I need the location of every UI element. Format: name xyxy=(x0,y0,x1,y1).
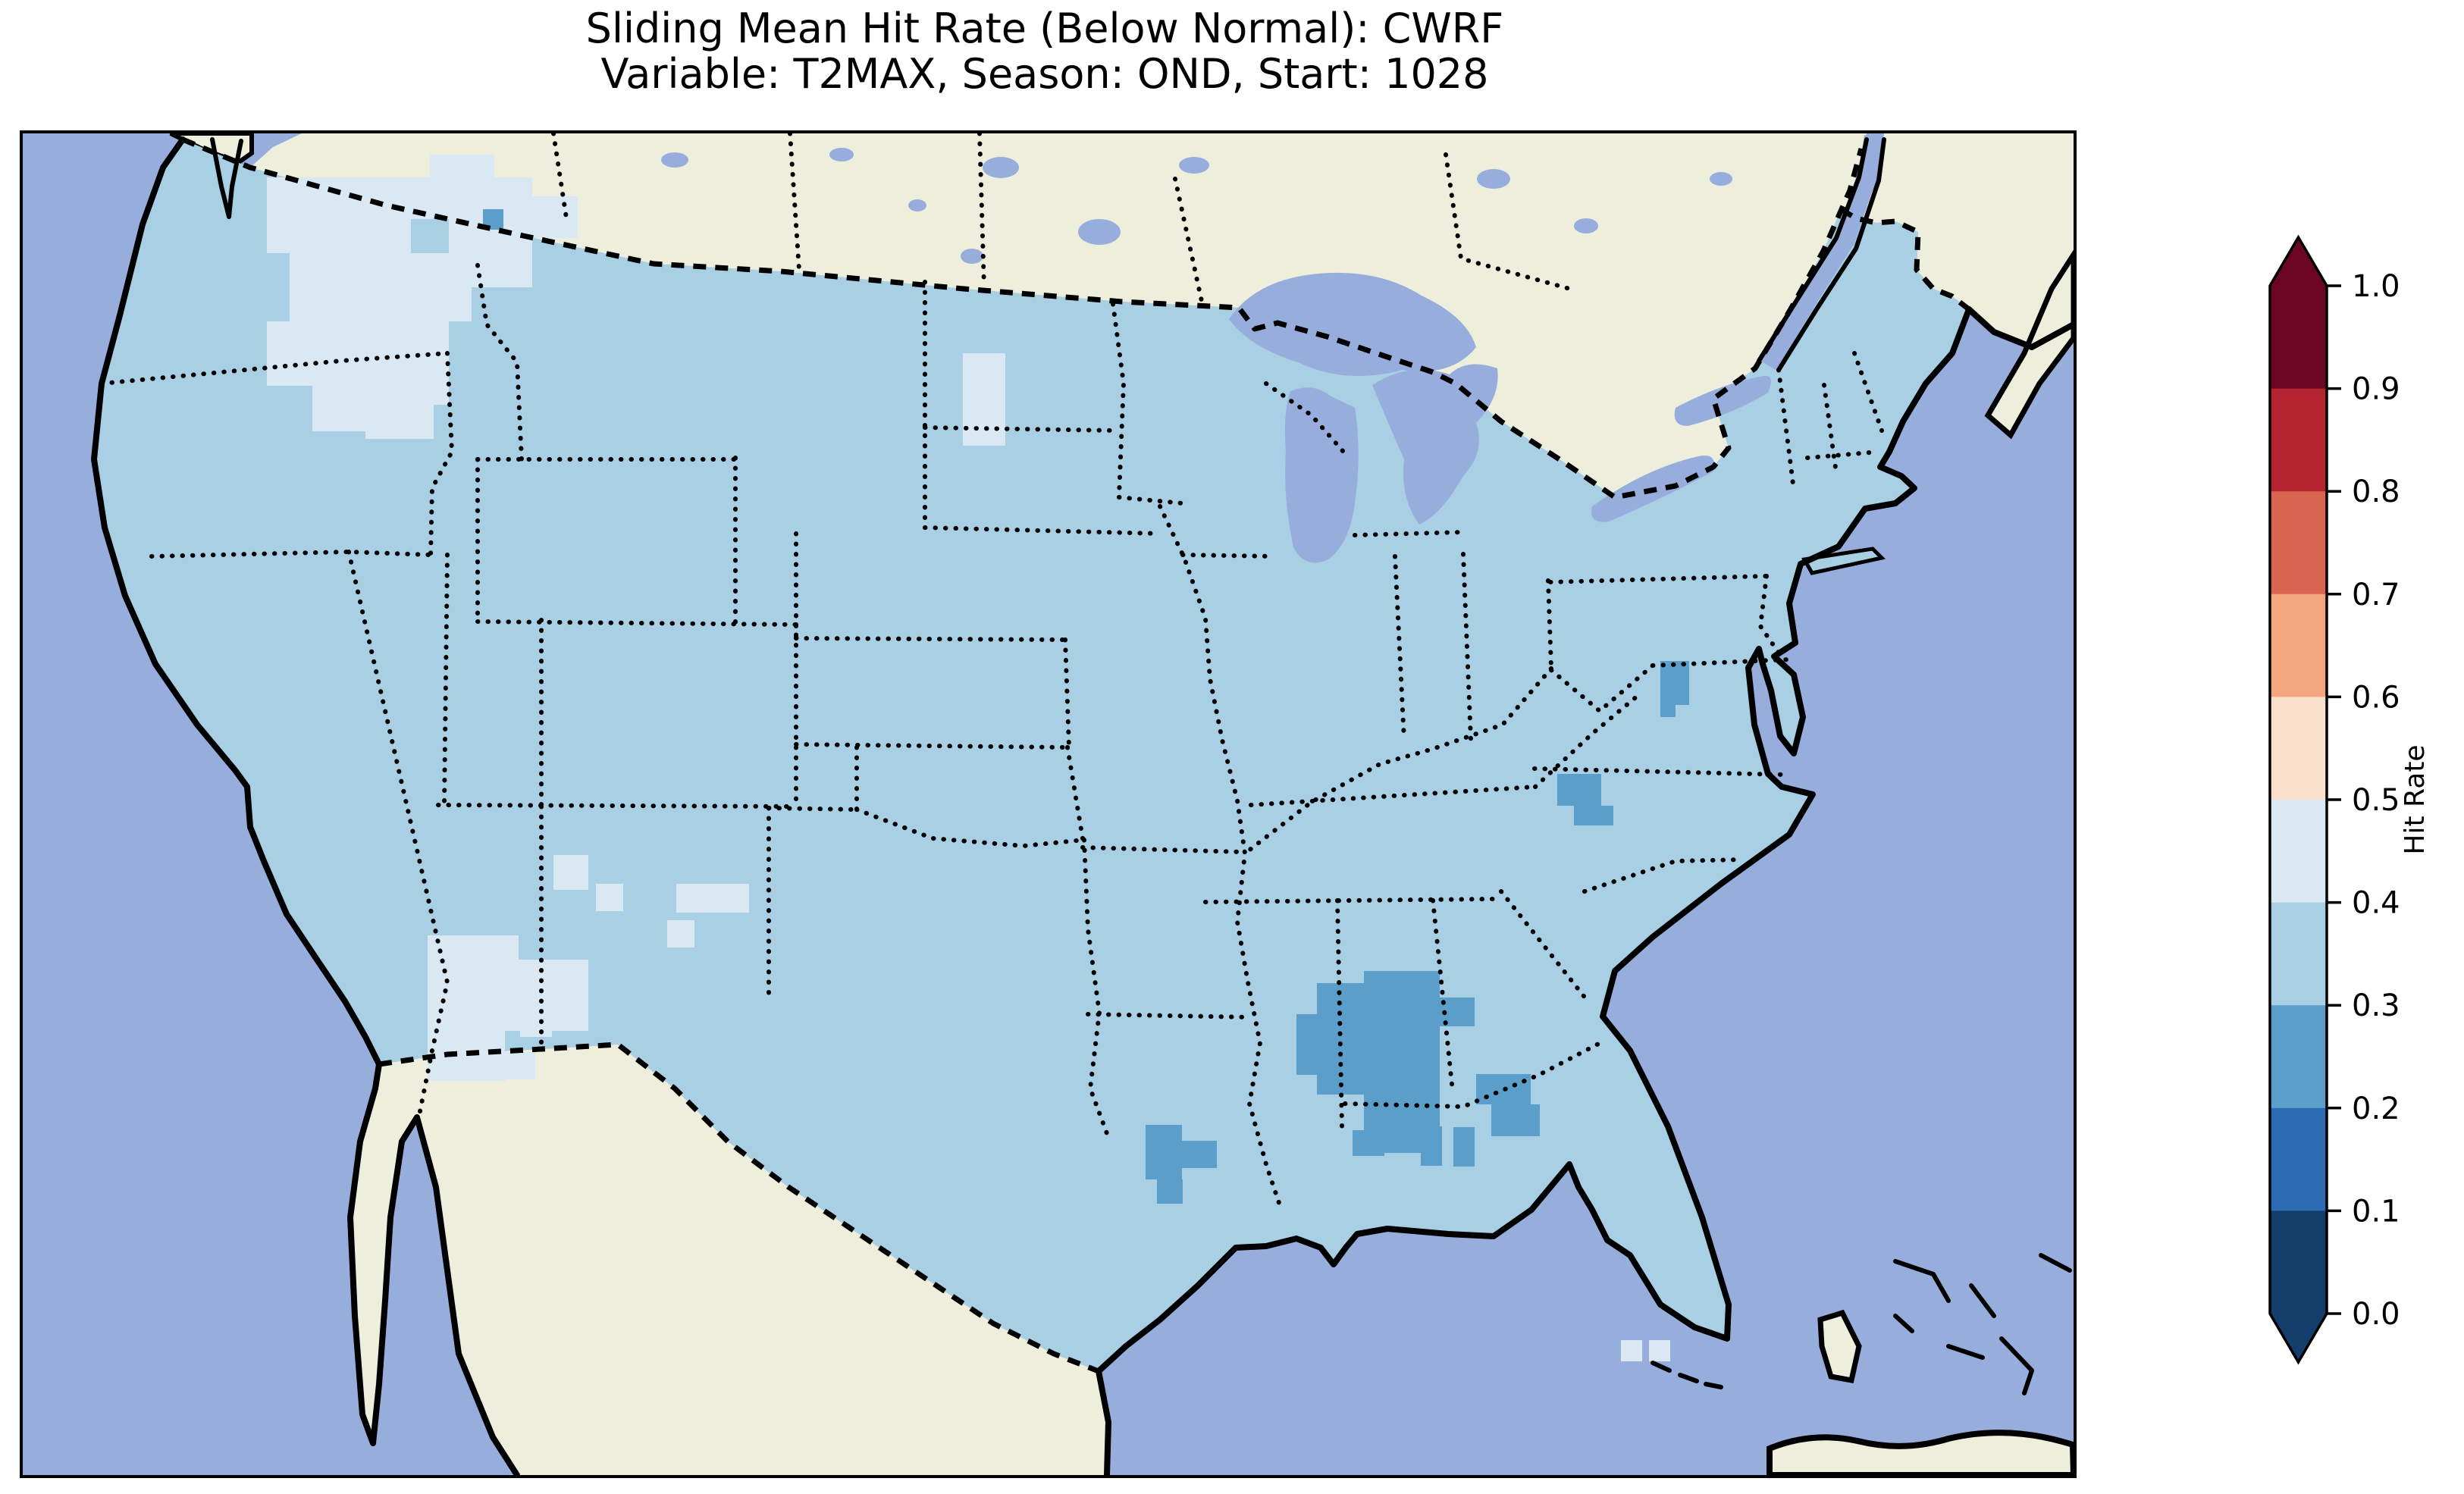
state-borders xyxy=(99,133,1884,1212)
colorbar-under-arrow xyxy=(2270,1314,2327,1362)
hit-rate-cell-0.4-0.5 xyxy=(963,353,1005,446)
hit-rate-cell-0.4-0.5 xyxy=(553,855,588,890)
us-canada-border xyxy=(181,136,1864,500)
colorbar-bin-0.1-0.2 xyxy=(2270,1107,2327,1211)
colorbar-bin-0.6-0.7 xyxy=(2270,594,2327,697)
hit-rate-cell-0.4-0.5 xyxy=(532,196,578,238)
mexico-land xyxy=(350,1045,1108,1475)
hit-rate-cell-0.4-0.5 xyxy=(667,920,694,947)
hit-rate-cell-0.4-0.5 xyxy=(676,884,749,913)
pacific-coastline xyxy=(91,136,382,1067)
hit-rate-cell-0.2-0.3 xyxy=(1660,661,1689,705)
colorbar-bin-0.0-0.1 xyxy=(2270,1211,2327,1314)
lake-michigan xyxy=(1284,387,1359,563)
st-lawrence-north-bank xyxy=(1776,137,1886,372)
hit-rate-cell-0.2-0.3 xyxy=(1146,1125,1182,1179)
colorbar-tick-label: 0.9 xyxy=(2352,372,2400,407)
baja-gulf-coastline xyxy=(347,1061,520,1475)
hit-rate-cell-0.4-0.5 xyxy=(411,177,532,219)
colorbar-tick-label: 0.7 xyxy=(2352,578,2400,612)
colorbar-tick-label: 0.4 xyxy=(2352,886,2400,921)
gulf-atlantic-coastline xyxy=(1096,306,1972,1374)
st-lawrence-river xyxy=(1759,134,1884,371)
andros-island xyxy=(1817,1309,1862,1384)
hit-rate-cell-0.4-0.5 xyxy=(430,155,494,181)
hit-rate-cell-0.2-0.3 xyxy=(1317,983,1364,1095)
colorbar-ticks: 1.0 0.9 0.8 0.7 0.6 0.5 0.4 0.3 0.2 0.1 0.0 xyxy=(2327,269,2400,1332)
map-plot-area xyxy=(20,130,2077,1478)
colorbar-tick-label: 0.6 xyxy=(2352,680,2400,715)
coastlines xyxy=(91,136,2074,1475)
cuba-land xyxy=(1766,1430,2074,1475)
hit-rate-cell-0.4-0.5 xyxy=(1621,1340,1642,1361)
canadian-lakes xyxy=(661,148,1732,264)
lake-ontario xyxy=(1674,375,1771,426)
colorbar-bin-0.7-0.8 xyxy=(2270,491,2327,595)
puget-sound-shore xyxy=(210,137,243,219)
lake-superior xyxy=(1229,272,1476,376)
title-line-1: Sliding Mean Hit Rate (Below Normal): CW… xyxy=(585,5,1504,52)
colorbar-bin-0.3-0.4 xyxy=(2270,902,2327,1006)
mexico-gulf-coastline xyxy=(1096,1368,1111,1475)
colorbar-svg: 1.0 0.9 0.8 0.7 0.6 0.5 0.4 0.3 0.2 0.1 0.0 Hit Ra… xyxy=(2268,234,2431,1365)
hit-rate-cell-0.4-0.5 xyxy=(449,219,532,287)
colorbar-bin-0.2-0.3 xyxy=(2270,1005,2327,1109)
hit-rate-cell-0.2-0.3 xyxy=(1182,1141,1217,1168)
hit-rate-cell-0.2-0.3 xyxy=(1453,1127,1475,1167)
hit-rate-cell-0.4-0.5 xyxy=(267,177,411,253)
colorbar: 1.0 0.9 0.8 0.7 0.6 0.5 0.4 0.3 0.2 0.1 0.0 Hit Ra… xyxy=(2237,220,2464,1417)
hit-rate-cell-0.4-0.5 xyxy=(1649,1340,1670,1361)
hit-rate-cell-0.4-0.5 xyxy=(596,884,623,911)
florida-keys xyxy=(1651,1361,1723,1389)
colorbar-segments xyxy=(2270,286,2327,1314)
hit-rate-cell-0.2-0.3 xyxy=(1574,806,1613,825)
colorbar-tick-label: 0.5 xyxy=(2352,783,2400,818)
hit-rate-cell-0.4-0.5 xyxy=(450,1052,535,1079)
colorbar-bin-0.9-1.0 xyxy=(2270,286,2327,390)
colorbar-tick-label: 1.0 xyxy=(2352,269,2400,304)
colorbar-axis-label: Hit Rate xyxy=(2400,744,2431,854)
colorbar-bin-0.5-0.6 xyxy=(2270,697,2327,800)
bahamas-islands xyxy=(1893,1253,2072,1395)
hit-rate-cell-0.2-0.3 xyxy=(1491,1104,1540,1136)
hit-rate-cell-0.4-0.5 xyxy=(267,321,335,386)
hit-rate-patches xyxy=(267,155,1689,1361)
canada-land xyxy=(250,133,1867,497)
conus-map xyxy=(23,133,2074,1475)
long-island xyxy=(1801,547,1886,575)
colorbar-tick-label: 0.8 xyxy=(2352,475,2400,509)
hit-rate-cell-0.4-0.5 xyxy=(520,982,552,1037)
hit-rate-cell-0.2-0.3 xyxy=(1421,1126,1442,1166)
figure-title: Sliding Mean Hit Rate (Below Normal): CW… xyxy=(586,6,1504,97)
colorbar-tick-label: 0.0 xyxy=(2352,1297,2400,1332)
colorbar-tick-label: 0.1 xyxy=(2352,1194,2400,1229)
colorbar-tick-label: 0.3 xyxy=(2352,988,2400,1023)
national-borders xyxy=(181,136,1971,1374)
canada-east-land xyxy=(1856,133,2074,347)
new-brunswick-coastline xyxy=(1966,306,2074,350)
hit-rate-cell-0.2-0.3 xyxy=(1353,1130,1384,1156)
colorbar-bin-0.8-0.9 xyxy=(2270,388,2327,492)
us-mexico-border xyxy=(378,1041,1100,1374)
hit-rate-cell-0.2-0.3 xyxy=(1296,1014,1318,1075)
hit-rate-cell-0.4-0.5 xyxy=(365,405,434,439)
colorbar-over-arrow xyxy=(2270,237,2327,286)
us-hit-rate-base xyxy=(94,139,1969,1371)
hit-rate-cell-0.2-0.3 xyxy=(1157,1179,1183,1204)
st-lawrence-south-bank xyxy=(1757,137,1869,363)
title-line-2: Variable: T2MAX, Season: OND, Start: 102… xyxy=(600,50,1489,98)
lake-huron xyxy=(1372,364,1498,525)
us-canada-border-maine xyxy=(1839,206,1971,312)
hit-rate-cell-0.4-0.5 xyxy=(290,253,472,321)
hit-rate-cell-0.2-0.3 xyxy=(1557,774,1601,806)
hit-rate-cell-0.2-0.3 xyxy=(1660,705,1676,717)
colorbar-bin-0.4-0.5 xyxy=(2270,800,2327,904)
colorbar-tick-label: 0.2 xyxy=(2352,1092,2400,1126)
